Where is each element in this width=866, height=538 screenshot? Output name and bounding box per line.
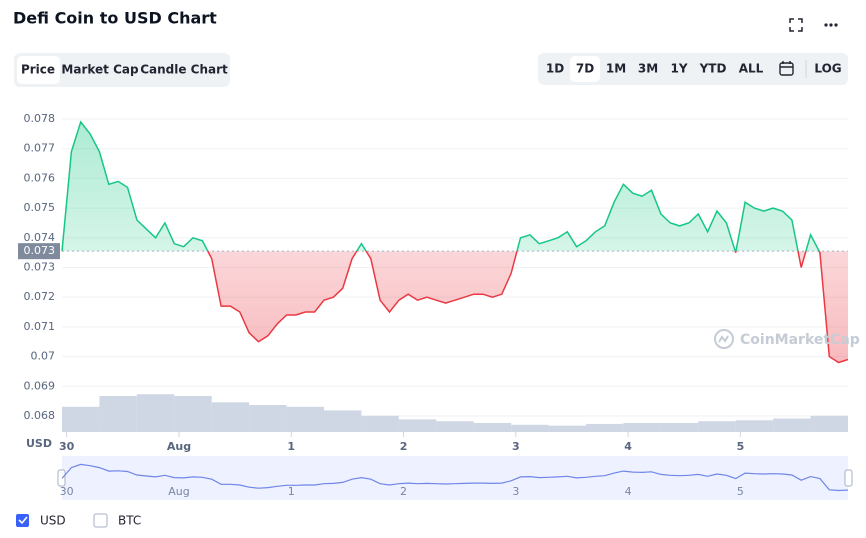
x-tick-label: 30 bbox=[59, 440, 75, 453]
range-button[interactable]: 1Y bbox=[670, 62, 687, 76]
range-button[interactable]: LOG bbox=[814, 62, 841, 76]
navigator-tick-label: 3 bbox=[512, 485, 519, 498]
legend-label: USD bbox=[40, 514, 66, 528]
volume-bar bbox=[660, 423, 699, 432]
navigator-tick-label: 2 bbox=[400, 485, 407, 498]
checkbox-checked[interactable] bbox=[16, 514, 29, 527]
tab[interactable]: Market Cap bbox=[61, 63, 139, 77]
range-button[interactable]: 1M bbox=[606, 62, 626, 76]
y-tick-label: 0.074 bbox=[24, 231, 56, 244]
legend-label: BTC bbox=[118, 514, 141, 528]
y-tick-label: 0.069 bbox=[24, 379, 56, 392]
navigator-tick-label: 1 bbox=[288, 485, 295, 498]
volume-bar bbox=[361, 415, 399, 432]
volume-bar bbox=[211, 402, 250, 432]
volume-bar bbox=[398, 419, 437, 432]
volume-bar bbox=[511, 424, 549, 432]
x-tick-label: 2 bbox=[400, 440, 408, 453]
y-tick-label: 0.071 bbox=[24, 320, 56, 333]
tab[interactable]: Candle Chart bbox=[140, 63, 228, 77]
navigator-tick-label: 4 bbox=[625, 485, 632, 498]
volume-bar bbox=[698, 421, 736, 432]
watermark-logo bbox=[714, 329, 734, 349]
check-mark bbox=[18, 516, 28, 525]
range-group bbox=[538, 53, 848, 85]
y-tick-label: 0.077 bbox=[24, 142, 56, 155]
title: Defi Coin to USD Chart bbox=[13, 9, 217, 28]
range-button[interactable]: 3M bbox=[638, 62, 658, 76]
volume-bar bbox=[286, 406, 324, 432]
range-button[interactable]: ALL bbox=[739, 62, 764, 76]
navigator-handle[interactable] bbox=[57, 469, 66, 487]
volume-bar bbox=[548, 425, 586, 432]
x-tick-label: 5 bbox=[737, 440, 745, 453]
y-tick-label: 0.078 bbox=[24, 112, 56, 125]
volume-bar bbox=[249, 405, 287, 432]
navigator-tick-label: 5 bbox=[737, 485, 744, 498]
x-tick-label: 3 bbox=[512, 440, 520, 453]
calendar-icon[interactable] bbox=[779, 61, 794, 76]
checkbox[interactable] bbox=[93, 513, 108, 528]
reference-label: 0.073 bbox=[24, 244, 56, 257]
volume-bar bbox=[62, 406, 100, 432]
volume-bar bbox=[174, 396, 212, 432]
navigator-tick-label: Aug bbox=[168, 485, 189, 498]
volume-bar bbox=[436, 421, 474, 432]
x-tick-label: Aug bbox=[167, 440, 191, 453]
tab-group bbox=[14, 53, 230, 87]
y-tick-label: 0.072 bbox=[24, 290, 56, 303]
navigator-tick-label: 30 bbox=[60, 485, 74, 498]
volume-bar bbox=[586, 423, 624, 432]
volume-bar bbox=[773, 418, 811, 432]
y-tick-label: 0.068 bbox=[24, 409, 56, 422]
volume-bar bbox=[324, 410, 362, 432]
x-tick-label: 4 bbox=[624, 440, 632, 453]
y-axis-label: USD bbox=[26, 437, 52, 450]
volume-bar bbox=[623, 423, 661, 432]
volume-bar bbox=[735, 420, 774, 432]
y-tick-label: 0.075 bbox=[24, 201, 56, 214]
navigator-bg bbox=[62, 456, 848, 500]
watermark: CoinMarketCap bbox=[740, 332, 860, 348]
x-tick-label: 1 bbox=[287, 440, 295, 453]
fullscreen-icon[interactable] bbox=[789, 18, 803, 32]
y-tick-label: 0.07 bbox=[31, 350, 56, 363]
more-icon[interactable] bbox=[824, 23, 838, 27]
y-tick-label: 0.076 bbox=[24, 171, 56, 184]
area-up bbox=[62, 122, 848, 252]
area-down bbox=[62, 251, 848, 363]
navigator-handle[interactable] bbox=[844, 469, 853, 487]
range-button[interactable]: YTD bbox=[699, 62, 727, 76]
range-active bbox=[570, 56, 600, 82]
price-line-down bbox=[61, 251, 849, 364]
range-button[interactable]: 7D bbox=[576, 62, 594, 76]
volume-bar bbox=[99, 396, 137, 432]
reference-label-bg bbox=[18, 243, 60, 260]
navigator-line bbox=[61, 463, 849, 492]
tab-active bbox=[17, 56, 60, 84]
tab[interactable]: Price bbox=[21, 63, 55, 77]
y-tick-label: 0.073 bbox=[24, 260, 56, 273]
volume-bar bbox=[810, 415, 848, 432]
range-button[interactable]: 1D bbox=[546, 62, 564, 76]
price-line-up bbox=[61, 120, 820, 252]
volume-bar bbox=[473, 423, 512, 432]
volume-bar bbox=[136, 394, 175, 432]
